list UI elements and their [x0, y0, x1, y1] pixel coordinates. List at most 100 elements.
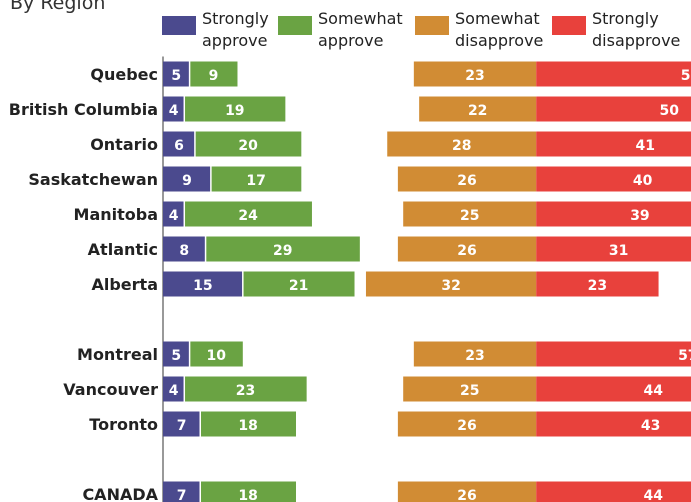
data-label-strongly-disapprove-montreal: 57 [678, 348, 691, 364]
category-label-ontario: Ontario [90, 135, 158, 154]
data-label-somewhat-disapprove-atlantic: 26 [457, 243, 476, 259]
bar-strongly-disapprove-manitoba [536, 201, 691, 227]
category-label-toronto: Toronto [89, 415, 158, 434]
bar-somewhat-disapprove-canada [397, 481, 537, 502]
bar-somewhat-disapprove-quebec [413, 61, 537, 87]
data-label-strongly-disapprove-saskatchewan: 40 [633, 173, 653, 189]
category-label-saskatchewan: Saskatchewan [28, 170, 158, 189]
bar-somewhat-approve-montreal [189, 341, 243, 367]
data-label-somewhat-approve-saskatchewan: 17 [246, 173, 265, 189]
data-label-strongly-approve-british-columbia: 4 [169, 103, 179, 119]
bar-somewhat-approve-toronto [200, 411, 296, 437]
data-label-strongly-disapprove-manitoba: 39 [630, 208, 649, 224]
bar-somewhat-approve-british-columbia [184, 96, 286, 122]
bar-somewhat-approve-manitoba [184, 201, 312, 227]
bar-strongly-disapprove-vancouver [536, 376, 691, 402]
bar-somewhat-disapprove-montreal [413, 341, 537, 367]
bar-strongly-approve-atlantic [163, 236, 206, 262]
data-label-strongly-approve-atlantic: 8 [179, 243, 189, 259]
data-label-strongly-disapprove-atlantic: 31 [609, 243, 628, 259]
data-label-somewhat-disapprove-ontario: 28 [452, 138, 471, 154]
bar-strongly-disapprove-atlantic [536, 236, 691, 262]
bar-somewhat-disapprove-atlantic [397, 236, 537, 262]
data-label-strongly-disapprove-british-columbia: 50 [659, 103, 679, 119]
bar-strongly-disapprove-british-columbia [536, 96, 691, 122]
bar-strongly-disapprove-quebec [536, 61, 691, 87]
data-label-strongly-disapprove-canada: 44 [643, 488, 663, 502]
legend-swatch [162, 16, 196, 35]
bar-somewhat-approve-ontario [194, 131, 302, 157]
category-label-manitoba: Manitoba [74, 205, 158, 224]
data-label-somewhat-disapprove-alberta: 32 [441, 278, 460, 294]
legend-label: Somewhat approve [318, 9, 403, 50]
data-label-somewhat-disapprove-canada: 26 [457, 488, 476, 502]
data-label-somewhat-approve-toronto: 18 [238, 418, 257, 434]
bar-strongly-disapprove-saskatchewan [536, 166, 691, 192]
bar-somewhat-disapprove-vancouver [403, 376, 537, 402]
data-label-strongly-approve-toronto: 7 [177, 418, 187, 434]
legend-label: Strongly disapprove [592, 9, 681, 50]
category-label-montreal: Montreal [77, 345, 158, 364]
bar-strongly-approve-manitoba [163, 201, 185, 227]
bar-somewhat-approve-saskatchewan [210, 166, 302, 192]
legend-swatch [278, 16, 312, 35]
category-label-british-columbia: British Columbia [9, 100, 158, 119]
bar-somewhat-disapprove-toronto [397, 411, 537, 437]
data-label-strongly-disapprove-vancouver: 44 [643, 383, 663, 399]
data-label-strongly-disapprove-alberta: 23 [588, 278, 607, 294]
data-label-somewhat-disapprove-british-columbia: 22 [468, 103, 487, 119]
chart-subtitle: By Region [10, 0, 106, 14]
bar-somewhat-disapprove-manitoba [403, 201, 537, 227]
data-label-somewhat-approve-montreal: 10 [206, 348, 226, 364]
data-label-somewhat-approve-canada: 18 [238, 488, 257, 502]
data-label-strongly-approve-alberta: 15 [193, 278, 212, 294]
bar-strongly-disapprove-toronto [536, 411, 691, 437]
bar-somewhat-disapprove-ontario [387, 131, 537, 157]
legend-label: Strongly approve [202, 9, 269, 50]
legend-label: Somewhat disapprove [455, 9, 544, 50]
category-label-quebec: Quebec [90, 65, 158, 84]
data-label-somewhat-approve-ontario: 20 [238, 138, 258, 154]
bar-somewhat-approve-vancouver [184, 376, 307, 402]
bar-somewhat-disapprove-alberta [365, 271, 537, 297]
bar-somewhat-approve-alberta [242, 271, 355, 297]
category-label-vancouver: Vancouver [63, 380, 158, 399]
data-label-strongly-approve-ontario: 6 [174, 138, 184, 154]
data-label-strongly-disapprove-toronto: 43 [641, 418, 660, 434]
bar-strongly-approve-ontario [163, 131, 195, 157]
category-label-canada: CANADA [82, 485, 158, 502]
data-label-somewhat-approve-quebec: 9 [209, 68, 219, 84]
data-label-strongly-disapprove-quebec: 58 [681, 68, 691, 84]
bar-strongly-disapprove-alberta [536, 271, 659, 297]
legend-swatch [415, 16, 449, 35]
data-label-somewhat-approve-british-columbia: 19 [225, 103, 244, 119]
bar-strongly-approve-quebec [163, 61, 190, 87]
bar-strongly-disapprove-ontario [536, 131, 691, 157]
category-label-atlantic: Atlantic [88, 240, 158, 259]
bar-strongly-approve-british-columbia [163, 96, 185, 122]
data-label-somewhat-approve-vancouver: 23 [236, 383, 255, 399]
data-label-somewhat-disapprove-quebec: 23 [465, 68, 484, 84]
bar-somewhat-disapprove-saskatchewan [397, 166, 537, 192]
data-label-strongly-disapprove-ontario: 41 [636, 138, 655, 154]
data-label-somewhat-approve-atlantic: 29 [273, 243, 292, 259]
data-label-strongly-approve-vancouver: 4 [169, 383, 179, 399]
bar-somewhat-disapprove-british-columbia [419, 96, 537, 122]
data-label-somewhat-disapprove-manitoba: 25 [460, 208, 479, 224]
data-label-somewhat-disapprove-vancouver: 25 [460, 383, 479, 399]
data-label-strongly-approve-saskatchewan: 9 [182, 173, 192, 189]
bar-strongly-approve-montreal [163, 341, 190, 367]
bar-strongly-approve-canada [163, 481, 201, 502]
data-label-somewhat-disapprove-montreal: 23 [465, 348, 484, 364]
bar-somewhat-approve-atlantic [205, 236, 360, 262]
data-label-strongly-approve-montreal: 5 [171, 348, 181, 364]
bar-strongly-approve-toronto [163, 411, 201, 437]
bar-somewhat-approve-quebec [189, 61, 238, 87]
legend-swatch [552, 16, 586, 35]
bar-strongly-approve-saskatchewan [163, 166, 211, 192]
data-label-somewhat-disapprove-saskatchewan: 26 [457, 173, 476, 189]
bar-somewhat-approve-canada [200, 481, 296, 502]
data-label-strongly-approve-manitoba: 4 [169, 208, 179, 224]
data-label-strongly-approve-quebec: 5 [171, 68, 181, 84]
